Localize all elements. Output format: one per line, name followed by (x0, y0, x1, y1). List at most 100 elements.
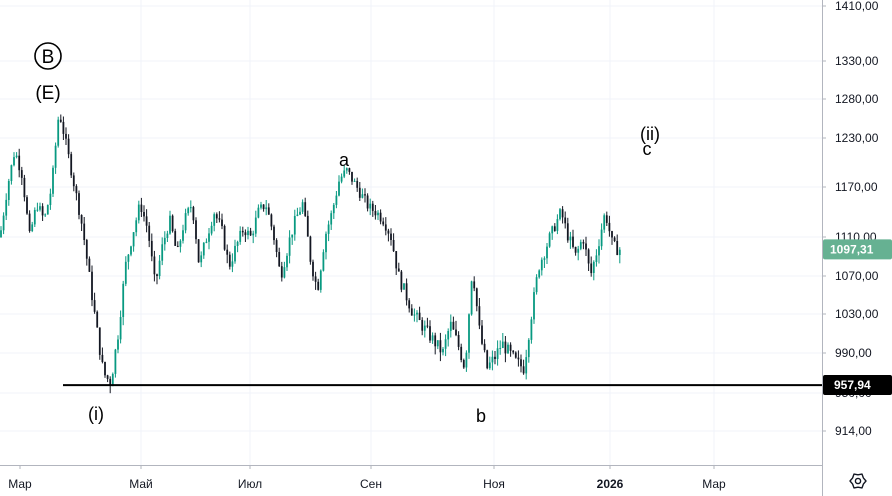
x-tick-label: Мар (702, 477, 726, 491)
candle (561, 206, 564, 224)
candle (587, 248, 590, 271)
candle (171, 214, 174, 233)
candle (603, 213, 606, 233)
y-tick-label: 1170,00 (835, 180, 878, 194)
candle (85, 238, 88, 266)
candle (241, 226, 244, 237)
candle (33, 207, 36, 227)
candle (403, 283, 405, 290)
candle (473, 276, 476, 292)
candle (595, 249, 598, 267)
time-axis-bg (0, 465, 822, 496)
candle (390, 228, 392, 246)
candle (392, 233, 395, 252)
candle (244, 229, 247, 242)
candle (501, 333, 504, 349)
candle (585, 236, 587, 256)
candle (486, 349, 489, 370)
candle (223, 224, 226, 251)
candle (5, 193, 8, 220)
y-tick-label: 1030,00 (835, 307, 879, 321)
candle (572, 229, 574, 249)
candle (205, 238, 208, 244)
candle (213, 212, 216, 232)
candle (345, 167, 348, 174)
candle (410, 304, 413, 316)
candle (187, 206, 190, 216)
candle (530, 316, 533, 344)
candle (608, 215, 611, 237)
candle (579, 239, 582, 251)
candle (98, 327, 101, 360)
candle (512, 350, 515, 355)
x-tick-label: Мар (8, 477, 32, 491)
candle (83, 217, 86, 246)
candle (117, 335, 119, 354)
candle (145, 209, 148, 233)
candle (114, 348, 117, 378)
candle (122, 280, 125, 326)
candle (548, 231, 551, 248)
candle (423, 320, 426, 338)
candle (556, 214, 559, 235)
level-price-badge (823, 375, 892, 396)
candle (140, 197, 143, 217)
candle (455, 320, 457, 337)
candle (382, 217, 385, 227)
candle (197, 239, 200, 263)
candle (7, 178, 10, 206)
candle (538, 269, 541, 279)
candle (405, 278, 408, 306)
candle (106, 374, 109, 383)
candle (369, 198, 372, 216)
candle (582, 239, 585, 250)
candle (18, 148, 21, 178)
candle (364, 188, 366, 203)
candle (247, 226, 249, 240)
candle (262, 204, 265, 212)
candle (442, 347, 444, 356)
candle (590, 256, 593, 277)
candle (514, 351, 517, 359)
candle (270, 213, 273, 231)
candle (265, 200, 268, 216)
candle (174, 228, 177, 246)
candle (130, 245, 132, 257)
candle (96, 310, 99, 328)
candle (39, 202, 41, 212)
candle (546, 243, 548, 264)
candle (611, 230, 613, 245)
candle (468, 313, 470, 359)
candle (127, 254, 130, 270)
candle (462, 358, 465, 369)
wave-label: B (42, 47, 55, 68)
candle (436, 340, 439, 350)
candle (132, 232, 135, 252)
candle (481, 320, 483, 346)
candle (504, 336, 507, 363)
candle (338, 175, 340, 197)
candle (119, 310, 122, 344)
candle (312, 259, 314, 281)
wave-label: c (643, 139, 652, 159)
settings-icon[interactable] (849, 473, 867, 489)
candle (124, 256, 127, 287)
candle (249, 227, 252, 236)
wave-label: (i) (88, 404, 104, 424)
candle (215, 212, 218, 223)
y-tick-label: 1330,00 (835, 54, 879, 68)
candle (156, 273, 158, 285)
level-price-label: 957,94 (834, 378, 871, 392)
candle (509, 342, 512, 357)
candle (72, 172, 75, 192)
candle (574, 246, 577, 256)
candle (400, 270, 403, 293)
candle (416, 310, 418, 323)
x-tick-label: 2026 (597, 477, 624, 491)
x-tick-label: Июл (238, 477, 262, 491)
candle (195, 217, 197, 244)
candle (31, 221, 34, 233)
candle (299, 207, 301, 216)
